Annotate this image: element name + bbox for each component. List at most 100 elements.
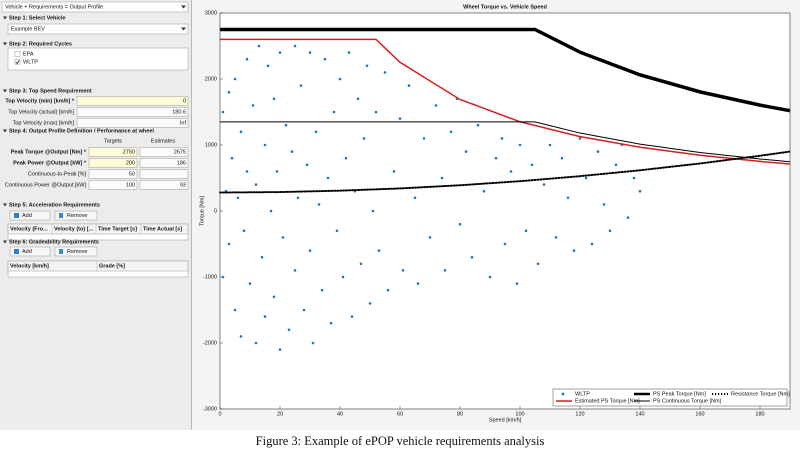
add-icon: [14, 213, 19, 218]
scatter-point: [251, 104, 255, 107]
scatter-point: [236, 196, 240, 200]
scatter-point: [242, 229, 246, 233]
target-input[interactable]: [88, 180, 138, 190]
scatter-point: [416, 282, 420, 285]
scatter-point: [407, 84, 411, 87]
dropdown-arrow: [181, 27, 186, 31]
scatter-point: [335, 229, 339, 233]
collapse-arrow[interactable]: [3, 240, 7, 244]
scatter-point: [383, 71, 387, 74]
x-tick-label: 120: [575, 411, 584, 417]
y-tick-label: 0: [214, 208, 217, 214]
scatter-point: [365, 64, 369, 68]
scatter-point: [488, 275, 492, 279]
remove-button[interactable]: [54, 210, 98, 221]
target-input[interactable]: [88, 169, 138, 179]
button-label: Remove: [67, 249, 87, 255]
scatter-point: [608, 229, 612, 233]
y-tick-label: 2000: [205, 76, 217, 82]
column-header: Velocity [km/h]: [10, 264, 49, 270]
button-label: Add: [22, 249, 32, 255]
section-title: Step 3: Top Speed Requirement: [9, 88, 92, 94]
scatter-point: [584, 176, 588, 180]
scatter-point: [596, 150, 600, 153]
add-button[interactable]: [9, 246, 51, 257]
remove-button[interactable]: [54, 246, 98, 257]
target-input[interactable]: [88, 158, 138, 168]
x-tick-label: 20: [277, 411, 283, 417]
scatter-point: [560, 156, 564, 160]
scatter-point: [317, 203, 321, 206]
scatter-point: [371, 209, 375, 213]
y-tick-label: -1000: [203, 274, 217, 280]
y-tick-label: -3000: [203, 406, 217, 412]
field-label: Peak Power @Output [kW] *: [13, 160, 87, 166]
scatter-point: [323, 57, 327, 61]
vehicle-dropdown[interactable]: [7, 23, 189, 35]
remove-icon: [59, 213, 63, 218]
target-value: 50: [129, 172, 135, 178]
estimate-output: [139, 158, 189, 168]
collapse-arrow[interactable]: [3, 16, 7, 20]
scatter-point: [293, 269, 297, 272]
scatter-point: [503, 242, 507, 246]
add-icon: [14, 249, 19, 254]
scatter-point: [260, 255, 264, 259]
estimate-output: [139, 147, 189, 157]
y-tick-label: -2000: [203, 340, 217, 346]
scatter-point: [329, 321, 333, 325]
collapse-arrow[interactable]: [3, 42, 7, 46]
scatter-point: [314, 130, 318, 134]
field-input[interactable]: [76, 118, 189, 128]
scatter-point: [272, 97, 276, 101]
scatter-point: [362, 137, 366, 140]
scatter-point: [278, 51, 282, 54]
field-label: Top Velocity (actual) [km/h]: [8, 109, 74, 115]
field-input[interactable]: [76, 107, 189, 117]
checkbox[interactable]: [14, 58, 21, 65]
scatter-point: [239, 335, 243, 338]
scatter-point: [524, 229, 528, 233]
collapse-arrow[interactable]: [3, 129, 7, 133]
scatter-point: [386, 288, 390, 292]
legend-label: Resistance Torque [Nm]: [731, 392, 790, 398]
checkbox[interactable]: [14, 50, 21, 57]
scatter-point: [536, 262, 540, 266]
scatter-point: [377, 249, 381, 252]
scatter-point: [227, 90, 231, 94]
column-header: Grade [%]: [99, 264, 125, 270]
scatter-point: [293, 44, 297, 48]
column-header: Targets: [104, 138, 122, 144]
scatter-point: [356, 97, 360, 101]
field-value: Inf: [180, 121, 187, 127]
legend-marker: [561, 392, 565, 396]
cycle-list: [7, 47, 189, 71]
x-tick-label: 160: [695, 411, 704, 417]
scatter-point: [221, 110, 225, 114]
collapse-arrow[interactable]: [3, 203, 7, 207]
scatter-point: [305, 163, 309, 167]
section-title: Step 2: Required Cycles: [9, 41, 72, 47]
scatter-point: [269, 209, 273, 213]
section-title: Step 4: Output Profile Definition / Perf…: [9, 128, 154, 134]
field-input[interactable]: [76, 96, 189, 106]
scatter-point: [257, 44, 261, 48]
scatter-point: [230, 156, 234, 160]
scatter-point: [368, 302, 372, 305]
section-title: Step 1: Select Vehicle: [9, 15, 66, 21]
scatter-point: [614, 163, 618, 167]
scatter-point: [443, 269, 447, 272]
field-label: Top Velocity (min) [km/h] *: [5, 98, 75, 104]
collapse-arrow[interactable]: [3, 89, 7, 93]
estimate-value: 2675: [174, 150, 186, 156]
add-button[interactable]: [9, 210, 51, 221]
plot-frame: [219, 12, 791, 410]
column-header: Velocity (to) [...: [54, 227, 94, 233]
scatter-point: [632, 176, 636, 180]
target-input[interactable]: [88, 147, 138, 157]
scatter-point: [374, 110, 378, 114]
x-tick-label: 80: [457, 411, 463, 417]
view-dropdown[interactable]: [1, 1, 189, 13]
